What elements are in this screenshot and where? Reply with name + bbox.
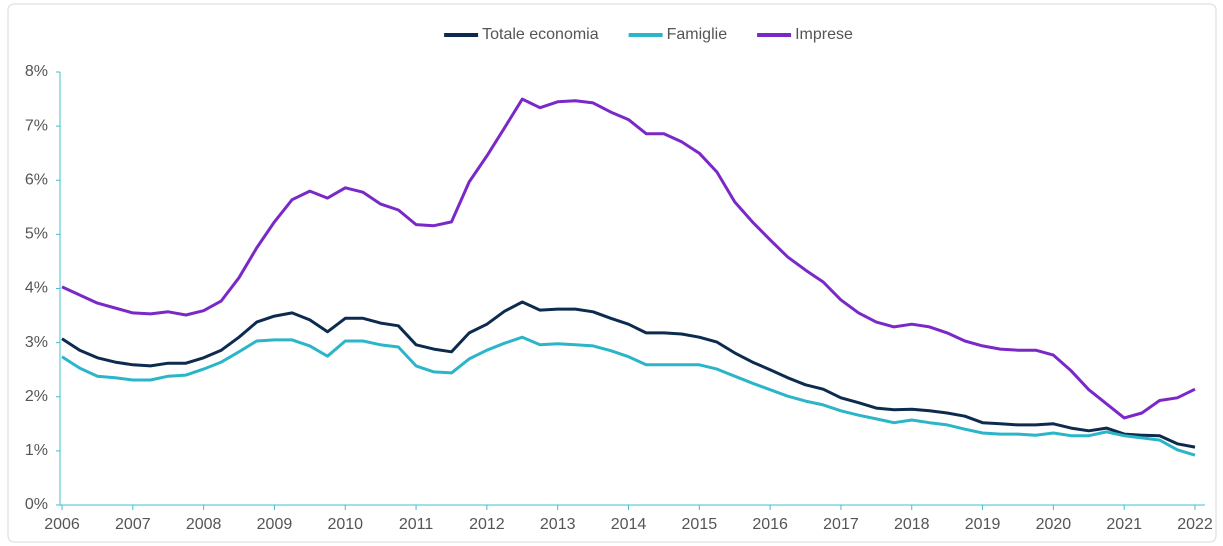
chart-frame [7,3,1217,543]
x-tick-label: 2008 [186,516,222,533]
x-tick-label: 2018 [894,516,930,533]
y-tick-label: 7% [25,117,48,134]
x-tick-label: 2012 [469,516,505,533]
y-tick-label: 2% [25,388,48,405]
y-tick-label: 3% [25,334,48,351]
x-tick-label: 2017 [823,516,859,533]
x-tick-label: 2013 [540,516,576,533]
y-tick-label: 1% [25,442,48,459]
x-tick-label: 2014 [611,516,647,533]
x-tick-label: 2011 [399,516,434,533]
x-tick-label: 2015 [682,516,718,533]
x-tick-label: 2010 [327,516,363,533]
x-tick-label: 2019 [965,516,1001,533]
legend-label: Totale economia [482,26,599,43]
series-line [61,97,1196,420]
series-line [61,300,1196,449]
x-tick-label: 2016 [752,516,788,533]
y-tick-label: 5% [25,226,48,243]
x-tick-label: 2021 [1106,516,1142,533]
x-tick-label: 2007 [115,516,151,533]
series-line [61,335,1196,457]
x-tick-label: 2022 [1177,516,1213,533]
legend-label: Famiglie [667,26,728,43]
x-tick-label: 2006 [44,516,80,533]
y-tick-label: 0% [25,496,48,513]
x-tick-label: 2020 [1036,516,1072,533]
y-tick-label: 6% [25,171,48,188]
y-tick-label: 4% [25,280,48,297]
x-tick-label: 2009 [257,516,293,533]
y-tick-label: 8% [25,63,48,80]
legend-label: Imprese [795,26,853,43]
